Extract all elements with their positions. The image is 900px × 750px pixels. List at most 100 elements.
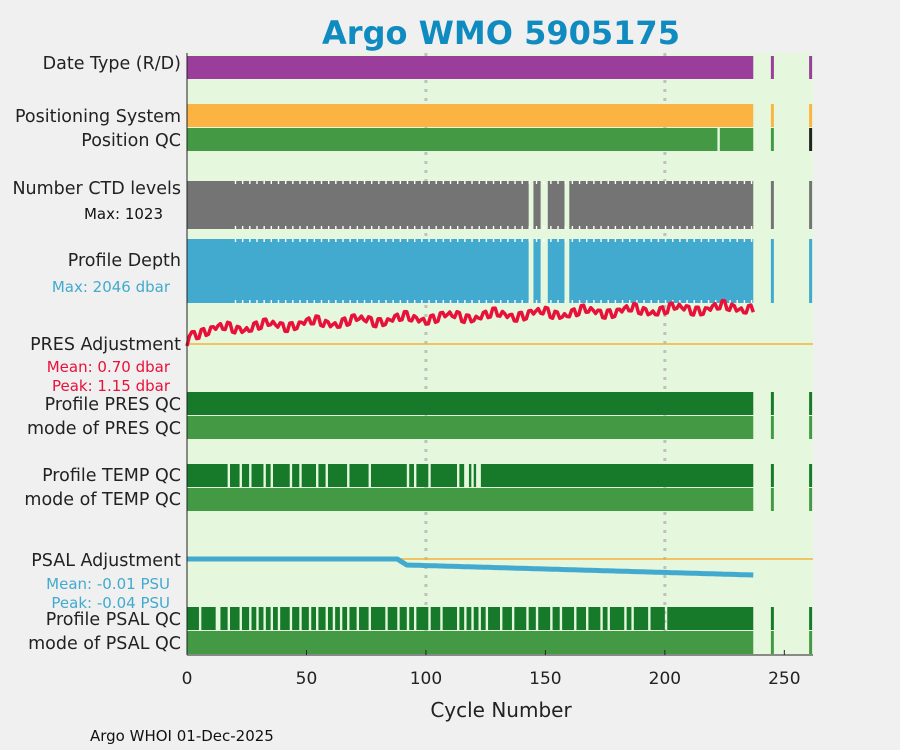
psalpqc-extra-cycle-261 [809, 607, 813, 630]
ctd-tick-50 [306, 181, 308, 184]
temppqc-bar-16 [468, 464, 472, 487]
psalpqc-bar-16 [342, 607, 348, 630]
temppqc-bar-8 [318, 464, 326, 487]
ctd-tick-b-20 [234, 226, 237, 229]
depth-tick-146 [535, 239, 538, 242]
ctd-tick-104 [435, 181, 437, 184]
ctd-tick-b-197 [657, 226, 660, 229]
psaladj-sublabel: Mean: -0.01 PSU [46, 575, 170, 593]
ctd-tick-185 [629, 181, 631, 184]
ctd-tick-68 [349, 181, 351, 184]
depth-tick-53 [313, 239, 316, 242]
depth-tick-b-179 [614, 300, 617, 303]
depth-tick-68 [349, 239, 351, 242]
ctd-tick-b-137 [514, 226, 516, 229]
psalmqc-extra-cycle-261 [809, 631, 813, 654]
depth-tick-110 [449, 239, 452, 242]
pres-adjustment-line [185, 298, 755, 347]
pos-label: Positioning System [15, 107, 181, 127]
depth-tick-26 [249, 239, 251, 242]
psalpqc-bar-32 [514, 607, 527, 630]
presadj-sublabel: Mean: 0.70 dbar [47, 358, 171, 376]
ctd-tick-b-23 [241, 226, 244, 229]
depth-tick-47 [299, 239, 301, 242]
depth-tick-89 [399, 239, 402, 242]
presadj-sublabel-2: Peak: 1.15 dbar [52, 377, 171, 395]
depth-extra-cycle-245 [770, 239, 774, 303]
ctd-tick-128 [492, 181, 495, 184]
ctd-tick-b-191 [643, 226, 645, 229]
depth-tick-32 [263, 239, 265, 242]
ctd-tick-32 [263, 181, 265, 184]
depth-tick-44 [292, 239, 294, 242]
ctd-tick-b-143 [528, 226, 531, 229]
depth-tick-206 [679, 239, 681, 242]
depth-tick-b-236 [750, 300, 753, 303]
depth-tick-56 [320, 239, 323, 242]
psalpqc-bar-24 [430, 607, 441, 630]
depth-tick-119 [471, 239, 473, 242]
depth-bar-2 [547, 239, 565, 303]
temppqc-bar-10 [349, 464, 369, 487]
ctd-tick-173 [600, 181, 602, 184]
posqc-label: Position QC [81, 131, 181, 151]
ctd-tick-b-86 [392, 226, 394, 229]
ctd-tick-b-128 [492, 226, 495, 229]
ctd-tick-125 [485, 181, 488, 184]
ctd-tick-203 [672, 181, 674, 184]
depth-tick-209 [686, 239, 688, 242]
footer-text: Argo WHOI 01-Dec-2025 [90, 727, 274, 745]
depth-tick-104 [435, 239, 437, 242]
depth-tick-b-230 [736, 300, 738, 303]
depth-tick-b-122 [478, 300, 480, 303]
depth-tick-b-221 [715, 300, 717, 303]
ctd-tick-179 [614, 181, 617, 184]
ctd-tick-200 [664, 181, 667, 184]
psalmqc-bar-0 [187, 631, 754, 654]
ctd-tick-212 [693, 181, 695, 184]
ctd-tick-20 [234, 181, 237, 184]
ctd-tick-b-38 [277, 226, 280, 229]
temppqc-extra-cycle-261 [809, 464, 813, 487]
ctd-tick-164 [578, 181, 581, 184]
ctd-tick-b-74 [363, 226, 366, 229]
ctd-tick-b-146 [535, 226, 538, 229]
ctd-tick-35 [270, 181, 273, 184]
depth-tick-b-149 [543, 300, 545, 303]
ctd-tick-b-53 [313, 226, 316, 229]
depth-tick-b-164 [578, 300, 581, 303]
depth-tick-b-20 [234, 300, 237, 303]
pos-extra-cycle-245 [770, 104, 774, 127]
ctd-tick-b-35 [270, 226, 273, 229]
depth-tick-b-209 [686, 300, 688, 303]
depth-tick-b-101 [428, 300, 430, 303]
ctd-tick-b-47 [299, 226, 301, 229]
ctd-extra-cycle-245 [770, 181, 774, 229]
psalpqc-bar-3 [230, 607, 240, 630]
ctd-tick-59 [327, 181, 330, 184]
ctd-tick-113 [456, 181, 459, 184]
depth-tick-191 [643, 239, 645, 242]
depth-tick-77 [370, 239, 373, 242]
depth-tick-b-32 [263, 300, 265, 303]
ctd-tick-143 [528, 181, 531, 184]
psalpqc-bar-26 [459, 607, 465, 630]
temppqc-bar-18 [480, 464, 754, 487]
depth-tick-b-92 [406, 300, 409, 303]
tempmqc-extra-cycle-245 [770, 488, 774, 511]
ctd-tick-b-101 [428, 226, 430, 229]
temppqc-bar-6 [292, 464, 300, 487]
psaladj-label: PSAL Adjustment [31, 551, 181, 571]
ctd-tick-b-236 [750, 226, 753, 229]
ctd-tick-b-95 [413, 226, 416, 229]
ctd-tick-b-203 [672, 226, 674, 229]
presmqc-extra-cycle-245 [770, 416, 774, 439]
pos-extra-cycle-261 [809, 104, 813, 127]
posqc-extra-cycle-261 [809, 128, 813, 151]
ctd-tick-89 [399, 181, 402, 184]
ctd-tick-b-152 [550, 226, 552, 229]
ctd-tick-176 [607, 181, 609, 184]
ctd-tick-b-98 [421, 226, 423, 229]
ctd-tick-71 [356, 181, 359, 184]
x-tick-label-150: 150 [529, 669, 561, 689]
